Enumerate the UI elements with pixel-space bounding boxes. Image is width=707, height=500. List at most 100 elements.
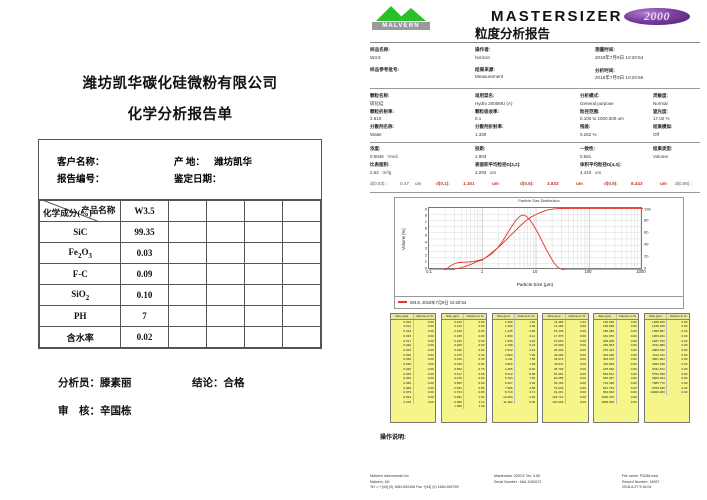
chart-plot-area: 0 1 2 3 4 5 6 7 8 9 0 20 40 60 80 100 (425, 206, 651, 279)
volume-cell: 0.00 (427, 348, 434, 352)
table-row: 79.433 0.00 (543, 385, 587, 391)
table-row: 831.764 0.00 (594, 385, 638, 391)
footer-line: File name: P3288.mea (622, 474, 659, 478)
volume-cell: 0.00 (630, 371, 637, 376)
data-table: Size (µm) Volume In % 0.010 0.00 0.011 0.00 0.… (391, 314, 436, 405)
table-row: 181.970 0.00 (594, 333, 638, 339)
size-cell: 6.607 (492, 380, 516, 386)
size-cell: 22.909 (543, 343, 566, 348)
empty-cell (243, 326, 283, 348)
tbody-2: 1.096 1.52 1.259 2.06 1.445 2.66 1.660 3.41 1.90… (492, 319, 537, 405)
table-row: 7585.776 0.00 (644, 380, 689, 386)
y2-tick-0: 0 (644, 265, 647, 271)
volume-cell: 0.00 (630, 348, 637, 352)
empty-cell (281, 263, 322, 285)
volume-cell: 0.58 (579, 324, 586, 329)
table-row: 0.013 0.00 (391, 329, 435, 334)
volume-cell: 0.00 (478, 324, 485, 329)
table-row: 5.012 8.08 (492, 371, 537, 377)
empty-cell (281, 326, 322, 348)
table-row: 0.052 0.00 (391, 376, 435, 381)
param-value: 17.02 % (653, 116, 670, 121)
volume-cell: 0.00 (630, 352, 637, 357)
size-cell: 0.724 (441, 390, 465, 396)
param-refractive-index: 颗粒折射率: 2.610 (370, 109, 394, 122)
empty-cell (281, 305, 322, 327)
size-cell: 0.035 (391, 362, 414, 367)
empty-cell (243, 263, 283, 285)
size-cell: 2187.762 (644, 338, 668, 344)
stat-label: 比表面积: (370, 162, 390, 167)
param-particle-name: 颗粒名称: 碳化硅 (370, 93, 390, 107)
mastersizer-2000-badge: 2000 (624, 8, 690, 25)
table-row: 0.316 0.45 (441, 357, 486, 363)
volume-cell: 0.68 (478, 371, 485, 376)
param-label: 颗粒折射率: (370, 108, 394, 114)
table-row: 0.120 0.00 (441, 324, 486, 330)
table-row: 0.010 0.00 (391, 319, 435, 325)
size-cell: 0.120 (441, 324, 465, 330)
empty-cell (205, 242, 245, 264)
size-cell: 5.012 (492, 371, 516, 377)
size-cell: 13.183 (543, 324, 566, 330)
row-value: 0.10 (120, 284, 169, 306)
volume-header: Volume In % (666, 314, 689, 320)
volume-cell: 0.00 (427, 338, 434, 343)
size-cell: 11.482 (543, 319, 566, 325)
table-row: 69.183 0.00 (543, 380, 587, 386)
volume-cell: 4.88 (529, 385, 536, 390)
mastersizer-title: MASTERSIZER (491, 8, 623, 25)
chart-y-axis-label: Volume (%) (401, 228, 406, 250)
param-value: General purpose (580, 100, 614, 106)
table-row: 0.030 0.00 (391, 357, 435, 363)
sample-info-col-3: 测量时间: 2018年7月9日 10:20:54 分析时间: 2018年7月9日… (595, 47, 705, 81)
table-row: 0.020 0.00 (391, 343, 435, 348)
size-cell: 0.069 (391, 385, 414, 391)
volume-cell: 1.04 (478, 395, 485, 400)
size-cell: 5754.399 (644, 371, 668, 377)
malvern-logo: MALVERN (370, 6, 432, 30)
size-cell: 316.228 (594, 352, 617, 358)
size-cell: 39.811 (543, 362, 566, 367)
volume-header: Volume In % (413, 314, 436, 320)
volume-cell: 0.00 (579, 348, 586, 352)
size-cell: 724.436 (594, 380, 617, 386)
analysis-time-value: 2018年7月9日 10:20:55 (595, 75, 644, 80)
table-row: PH 7 (38, 305, 322, 327)
stat-uniformity: 一致性: 0.581 (580, 146, 595, 159)
volume-cell: 0.00 (478, 319, 485, 324)
param-value: 碳化硅 (370, 100, 384, 106)
volume-cell: 0.04 (478, 348, 485, 352)
size-cell: 0.417 (441, 371, 465, 377)
tbody-4: 120.226 0.00 138.038 0.00 158.489 0.00 181.970… (594, 319, 638, 405)
report-footer: Malvern Instruments Ltd Malvern, UK Tel :=… (370, 474, 700, 496)
size-cell: 181.970 (594, 333, 617, 339)
size-header: Size (µm) (441, 314, 465, 320)
table-row: Fe2O3 0.03 (38, 242, 322, 264)
stat-value: Volume (653, 153, 669, 159)
param-value: Normal (653, 100, 668, 106)
footer-company: Malvern Instruments Ltd Malvern, UK Tel :=… (370, 474, 459, 491)
volume-cell: 0.00 (630, 385, 637, 390)
d09-label: d(0.9): (604, 181, 618, 186)
size-cell: 954.993 (594, 390, 617, 396)
table-row: 1.096 1.52 (492, 319, 537, 325)
size-cell: 0.046 (391, 371, 414, 377)
table-row: 0.011 0.00 (391, 324, 435, 330)
d090-label: d(0.90) : (675, 181, 693, 186)
empty-cell (167, 263, 207, 285)
row-value: 0.09 (120, 263, 169, 285)
tbody-3: 11.482 1.63 13.183 0.58 15.136 0.00 17.378 0.00… (543, 319, 587, 405)
d01-unit: um (492, 181, 499, 186)
company-title: 潍坊凯华碳化硅微粉有限公司 (82, 76, 278, 92)
x-tick-2: 10 (532, 269, 538, 274)
conclusion-label: 结论： (192, 378, 224, 389)
empty-cell (281, 284, 322, 306)
volume-cell: 0.00 (630, 380, 637, 385)
param-value: Off (653, 131, 659, 137)
size-cell: 5011.872 (644, 366, 668, 372)
table-row: 1659.587 0.00 (644, 329, 689, 334)
param-dispersant-name: 分散剂名称: Water (370, 124, 394, 137)
empty-cell (205, 200, 245, 222)
volume-cell: 0.00 (681, 329, 688, 334)
